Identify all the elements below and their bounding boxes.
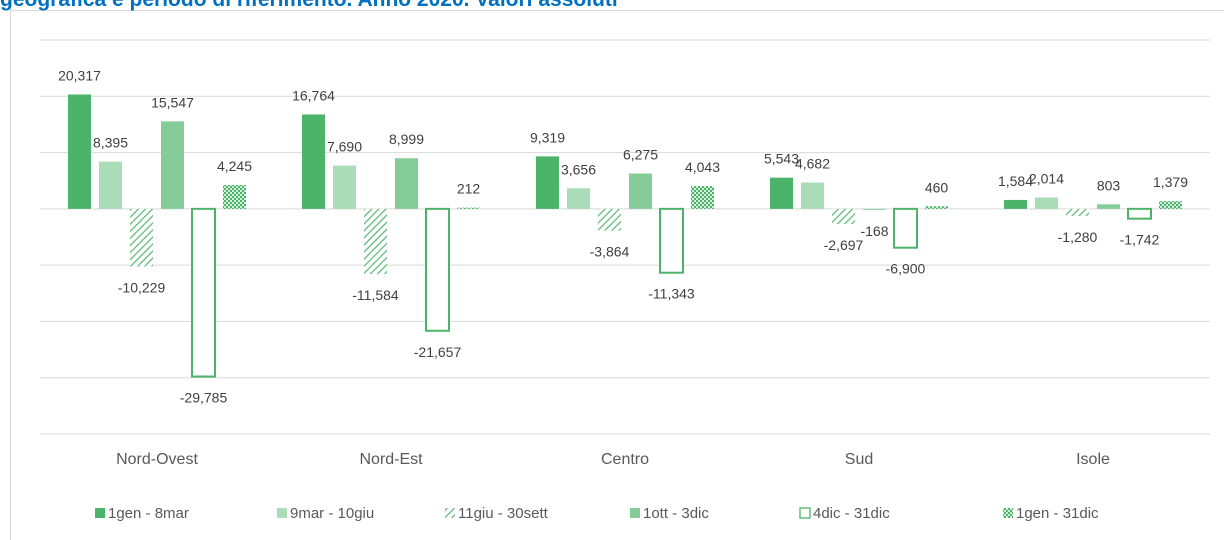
data-label: 20,317 bbox=[58, 68, 101, 84]
data-label: 16,764 bbox=[292, 87, 335, 103]
bar bbox=[801, 182, 824, 209]
bar bbox=[863, 208, 886, 210]
data-label: -11,584 bbox=[352, 287, 399, 303]
bar bbox=[130, 208, 153, 267]
data-label: -168 bbox=[860, 223, 888, 239]
data-label: 4,682 bbox=[795, 156, 830, 172]
bar bbox=[1035, 197, 1058, 209]
bar bbox=[302, 114, 325, 209]
data-label: -10,229 bbox=[118, 279, 166, 295]
bar bbox=[1159, 201, 1182, 209]
legend-label: 11giu - 30sett bbox=[458, 505, 549, 522]
chart-frame bbox=[10, 10, 1224, 540]
legend-label: 4dic - 31dic bbox=[813, 505, 890, 522]
bar bbox=[364, 208, 387, 275]
chart-title: geografica e periodo di riferimento. Ann… bbox=[0, 0, 618, 11]
bar bbox=[536, 156, 559, 209]
bar bbox=[629, 173, 652, 209]
legend-label: 1gen - 8mar bbox=[108, 505, 189, 522]
x-tick-label: Nord-Est bbox=[359, 451, 423, 468]
x-tick-label: Sud bbox=[845, 451, 873, 468]
legend-label: 9mar - 10giu bbox=[290, 505, 374, 522]
data-label: 1,584 bbox=[998, 173, 1033, 189]
legend-label: 1ott - 3dic bbox=[643, 505, 709, 522]
legend-swatch bbox=[277, 508, 287, 518]
data-label: 2,014 bbox=[1029, 171, 1064, 187]
bar bbox=[1066, 208, 1089, 217]
data-label: -1,742 bbox=[1120, 232, 1160, 248]
x-tick-label: Nord-Ovest bbox=[116, 451, 198, 468]
legend-swatch bbox=[1003, 508, 1013, 518]
legend-label: 1gen - 31dic bbox=[1016, 505, 1099, 522]
data-label: 212 bbox=[457, 181, 481, 197]
data-label: -11,343 bbox=[648, 286, 695, 302]
bar bbox=[425, 207, 450, 332]
legend-swatch bbox=[799, 507, 811, 519]
bar bbox=[598, 208, 621, 231]
data-label: 4,245 bbox=[217, 158, 252, 174]
legend-swatch bbox=[445, 508, 455, 518]
data-label: 4,043 bbox=[685, 159, 720, 175]
legend-swatch bbox=[95, 508, 105, 518]
bar bbox=[99, 161, 122, 209]
data-label: 8,999 bbox=[389, 131, 424, 147]
x-tick-label: Isole bbox=[1076, 451, 1110, 468]
data-label: 460 bbox=[925, 179, 949, 195]
bar bbox=[333, 165, 356, 209]
data-label: 7,690 bbox=[327, 139, 362, 155]
bar bbox=[659, 207, 684, 274]
data-label: -21,657 bbox=[414, 344, 462, 360]
bar bbox=[1097, 204, 1120, 209]
bar bbox=[223, 184, 246, 209]
bar bbox=[691, 186, 714, 209]
bar bbox=[1004, 199, 1027, 209]
data-label: -29,785 bbox=[180, 390, 228, 406]
bar bbox=[567, 188, 590, 209]
legend-swatch bbox=[630, 508, 640, 518]
data-label: 1,379 bbox=[1153, 174, 1188, 190]
x-tick-label: Centro bbox=[601, 451, 649, 468]
bar bbox=[1127, 207, 1152, 220]
bar bbox=[191, 207, 216, 378]
data-label: 8,395 bbox=[93, 135, 128, 151]
data-label: 5,543 bbox=[764, 151, 799, 167]
bar bbox=[893, 207, 918, 249]
data-label: 803 bbox=[1097, 177, 1121, 193]
bar bbox=[161, 121, 184, 209]
bar bbox=[395, 158, 418, 209]
bar bbox=[770, 177, 793, 209]
data-label: 15,547 bbox=[151, 94, 194, 110]
bar bbox=[457, 207, 480, 209]
data-label: -1,280 bbox=[1058, 229, 1098, 245]
data-label: 9,319 bbox=[530, 129, 565, 145]
bar bbox=[68, 94, 91, 209]
bar bbox=[925, 206, 948, 209]
data-label: -2,697 bbox=[824, 237, 864, 253]
bar bbox=[832, 208, 855, 225]
data-label: 3,656 bbox=[561, 161, 596, 177]
data-label: -3,864 bbox=[590, 244, 630, 260]
data-label: -6,900 bbox=[886, 261, 926, 277]
data-label: 6,275 bbox=[623, 147, 658, 163]
